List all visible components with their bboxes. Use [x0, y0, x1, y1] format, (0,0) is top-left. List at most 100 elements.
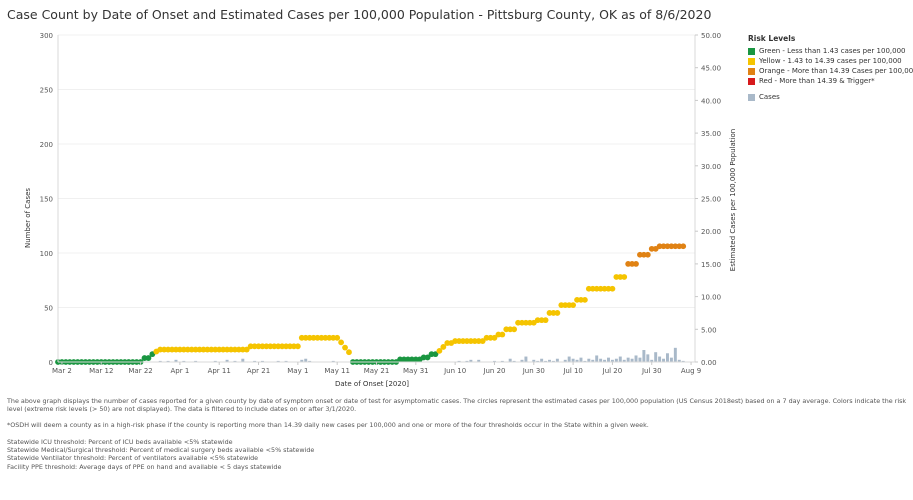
x-tick-label: May 31: [403, 367, 429, 375]
y2-tick-label: 30.00: [701, 163, 721, 171]
case-bar: [607, 357, 610, 362]
rate-point: [644, 251, 651, 258]
legend-swatch-red: [748, 77, 755, 85]
case-bar: [575, 359, 579, 362]
rate-point: [342, 344, 348, 351]
legend-label-yellow: Yellow - 1.43 to 14.39 cases per 100,000: [759, 57, 902, 65]
rate-point: [554, 310, 561, 316]
case-bar: [158, 360, 162, 362]
case-bar: [650, 359, 654, 362]
rate-point: [542, 317, 549, 324]
x-tick-label: Apr 11: [208, 367, 231, 375]
rate-point: [499, 331, 506, 338]
x-tick-label: Jul 30: [641, 367, 662, 375]
y2-tick-label: 15.00: [701, 261, 721, 269]
x-tick-label: May 21: [364, 367, 390, 375]
case-bar: [595, 355, 599, 362]
case-bar: [512, 360, 516, 362]
case-bar: [304, 358, 308, 362]
case-bar: [500, 360, 504, 362]
y2-tick-label: 5.00: [701, 326, 717, 334]
x-tick-label: Jun 30: [522, 367, 545, 375]
y-tick-label: 200: [40, 141, 53, 149]
x-tick-label: Aug 9: [681, 367, 701, 375]
y2-tick-label: 35.00: [701, 130, 721, 138]
case-bar: [548, 359, 551, 362]
case-bar: [540, 358, 544, 362]
combo-chart: 0 50 100 150 200 250 300 0.00 5.00 10.00 15.00 20.0…: [24, 32, 737, 388]
case-bar: [276, 360, 280, 362]
case-bar: [610, 359, 614, 362]
case-bar: [551, 360, 555, 362]
x-tick-label: Apr 1: [170, 367, 189, 375]
case-bar: [536, 360, 540, 362]
case-bar: [673, 347, 677, 362]
rate-point: [145, 355, 152, 361]
y-tick-label: 250: [40, 87, 53, 95]
y2-axis-label: Estimated Cases per 100,000 Population: [729, 129, 737, 271]
x-axis-label: Date of Onset [2020]: [335, 380, 409, 388]
case-bar: [599, 358, 603, 362]
rate-points: [55, 243, 687, 365]
case-bar: [630, 358, 634, 362]
rate-point: [243, 346, 250, 353]
y2-tick-label: 40.00: [701, 97, 721, 105]
y2-tick-label: 0.00: [701, 359, 717, 367]
rate-point: [432, 351, 439, 358]
case-bar: [567, 356, 571, 362]
case-bar: [166, 360, 170, 362]
case-bar: [583, 360, 587, 362]
case-bar: [591, 359, 595, 362]
legend-label-red: Red - More than 14.39 & Trigger*: [759, 77, 875, 85]
y-tick-label: 150: [40, 196, 53, 204]
gridlines: [58, 34, 695, 308]
threshold-ventilator: Statewide Ventilator threshold: Percent …: [7, 454, 259, 463]
rate-point: [436, 347, 443, 354]
case-bar: [642, 350, 646, 362]
case-bar: [579, 357, 583, 362]
legend-label-orange: Orange - More than 14.39 Cases per 100,0…: [759, 67, 913, 75]
case-bar: [182, 360, 186, 362]
case-bar: [614, 358, 618, 362]
case-bar: [555, 358, 559, 362]
legend-label-cases: Cases: [759, 93, 780, 101]
legend-swatch-orange: [748, 67, 755, 75]
case-bar: [603, 359, 607, 362]
x-tick-label: Mar 2: [52, 367, 72, 375]
case-bar: [524, 356, 528, 362]
y2-tick-label: 20.00: [701, 228, 721, 236]
legend-label-green: Green - Less than 1.43 cases per 100,000: [759, 47, 906, 55]
rate-point: [582, 296, 588, 303]
legend-item-green: Green - Less than 1.43 cases per 100,000: [748, 46, 913, 56]
case-bar: [677, 359, 681, 362]
y-tick-label: 50: [44, 305, 53, 313]
y-tick-label: 0: [49, 359, 53, 367]
case-bar: [457, 360, 461, 362]
rate-point: [621, 274, 628, 280]
case-bar: [465, 360, 469, 362]
case-bar: [331, 360, 335, 362]
rate-point: [570, 302, 577, 309]
case-bar: [233, 360, 237, 362]
rate-point: [479, 338, 486, 344]
legend-item-orange: Orange - More than 14.39 Cases per 100,0…: [748, 66, 913, 76]
case-bar: [194, 360, 198, 362]
rate-point: [491, 334, 498, 341]
case-bar: [300, 359, 304, 362]
case-bar: [260, 360, 264, 362]
threshold-ppe: Facility PPE threshold: Average days of …: [7, 462, 282, 471]
x-tick-label: May 1: [287, 367, 308, 375]
x-tick-label: Jun 20: [482, 367, 505, 375]
trigger-note: *OSDH will deem a county as in a high-ri…: [7, 420, 649, 429]
x-tick-label: Jun 10: [443, 367, 466, 375]
x-tick-label: Mar 12: [89, 367, 113, 375]
rate-point: [680, 243, 687, 250]
legend-item-red: Red - More than 14.39 & Trigger*: [748, 76, 913, 86]
case-bar: [477, 359, 481, 362]
case-bar: [626, 357, 630, 362]
y2-tick-label: 45.00: [701, 65, 721, 73]
rate-point: [511, 326, 518, 333]
case-bar: [225, 359, 229, 362]
case-bar: [174, 359, 178, 362]
legend-item-yellow: Yellow - 1.43 to 14.39 cases per 100,000: [748, 56, 913, 66]
